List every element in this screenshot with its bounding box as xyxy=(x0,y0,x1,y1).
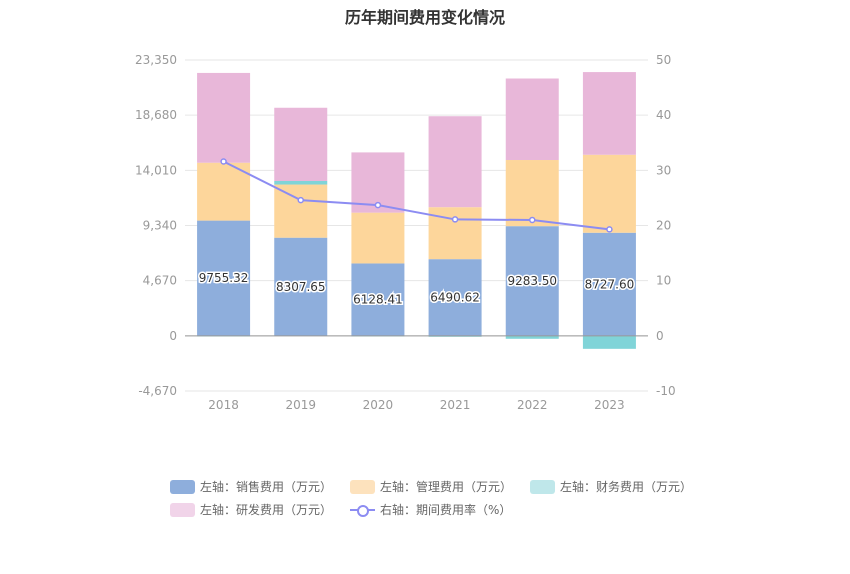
data-label: 6128.41 xyxy=(353,293,403,307)
bar-sales xyxy=(197,220,251,336)
y-right-tick-label: 0 xyxy=(656,329,664,343)
rate-point xyxy=(220,158,227,165)
x-tick-label: 2022 xyxy=(517,398,548,412)
y-right-tick-label: 10 xyxy=(656,274,671,288)
data-label: 6490.62 xyxy=(430,290,480,304)
y-left-tick-label: 9,340 xyxy=(143,219,177,233)
bar-admin xyxy=(197,162,251,221)
bar-rnd xyxy=(582,72,636,155)
bar-sales xyxy=(505,226,559,336)
rate-point xyxy=(297,196,304,204)
y-left-tick-label: -4,670 xyxy=(138,384,177,398)
data-label: 9283.50 xyxy=(507,274,557,288)
x-tick-label: 2018 xyxy=(208,398,239,412)
legend-swatch-rate xyxy=(350,503,376,517)
legend-label-admin: 左轴：管理费用（万元） xyxy=(380,480,513,494)
data-label: 9755.32 xyxy=(199,271,249,285)
legend-swatch-sales xyxy=(170,479,195,494)
data-label: 8307.65 xyxy=(276,280,326,294)
y-right-tick-label: 50 xyxy=(656,53,671,67)
bar-rnd xyxy=(428,116,482,208)
bar-rnd xyxy=(274,107,328,181)
legend-item-sales[interactable]: 左轴：销售费用（万元） xyxy=(170,478,332,495)
legend-label-rnd: 左轴：研发费用（万元） xyxy=(200,503,333,517)
rate-line xyxy=(223,160,610,231)
rate-point xyxy=(606,226,613,233)
y-right-tick-label: 40 xyxy=(656,108,671,122)
legend-label-rate: 右轴：期间费用率（%） xyxy=(380,503,512,517)
bar-finance xyxy=(505,335,559,339)
x-tick-label: 2019 xyxy=(285,398,316,412)
bar-rnd xyxy=(197,72,251,163)
rate-point xyxy=(374,201,382,209)
legend-label-sales: 左轴：销售费用（万元） xyxy=(200,480,333,494)
data-label: 8727.60 xyxy=(585,277,635,291)
bar-finance xyxy=(274,180,328,185)
chart-svg: 23,350 50 18,680 40 14,010 30 9,340 20 4,670 10 0 0… xyxy=(135,53,676,412)
legend-label-finance: 左轴：财务费用（万元） xyxy=(560,480,693,494)
bar-finance xyxy=(582,335,636,349)
bar-sales xyxy=(351,263,405,336)
bar-admin xyxy=(274,184,328,238)
y-left-tick-label: 18,680 xyxy=(135,108,177,122)
x-tick-label: 2023 xyxy=(594,398,625,412)
legend-row-1: 左轴：销售费用（万元） 左轴：管理费用（万元） 左轴：财务费用（万元） xyxy=(170,478,710,495)
x-tick-label: 2021 xyxy=(440,398,471,412)
legend-item-rate[interactable]: 右轴：期间费用率（%） xyxy=(350,501,511,518)
bar-admin xyxy=(505,160,559,227)
bar-rnd xyxy=(505,78,559,161)
y-right-tick-label: 20 xyxy=(656,219,671,233)
rate-point xyxy=(529,216,536,224)
y-left-tick-label: 23,350 xyxy=(135,53,177,67)
y-left-tick-label: 14,010 xyxy=(135,163,177,177)
legend-item-admin[interactable]: 左轴：管理费用（万元） xyxy=(350,478,512,495)
legend-swatch-admin xyxy=(350,479,376,494)
bar-admin xyxy=(351,212,405,264)
bar-sales xyxy=(582,232,636,336)
legend-swatch-finance xyxy=(530,479,556,494)
legend-item-finance[interactable]: 左轴：财务费用（万元） xyxy=(530,478,692,495)
rate-point xyxy=(451,216,459,223)
legend-item-rnd[interactable]: 左轴：研发费用（万元） xyxy=(170,501,332,518)
y-right-tick-label: -10 xyxy=(656,384,676,398)
y-left-tick-label: 0 xyxy=(169,329,177,343)
y-left-tick-label: 4,670 xyxy=(143,274,177,288)
y-right-tick-label: 30 xyxy=(656,163,671,177)
chart-title: 历年期间费用变化情况 xyxy=(344,8,505,27)
x-tick-label: 2020 xyxy=(363,398,394,412)
legend-swatch-rnd xyxy=(170,502,195,517)
bar-sales xyxy=(274,237,328,336)
bar-admin xyxy=(582,154,636,233)
legend-row-2: 左轴：研发费用（万元） 右轴：期间费用率（%） xyxy=(170,501,529,518)
bar-sales xyxy=(428,259,482,336)
